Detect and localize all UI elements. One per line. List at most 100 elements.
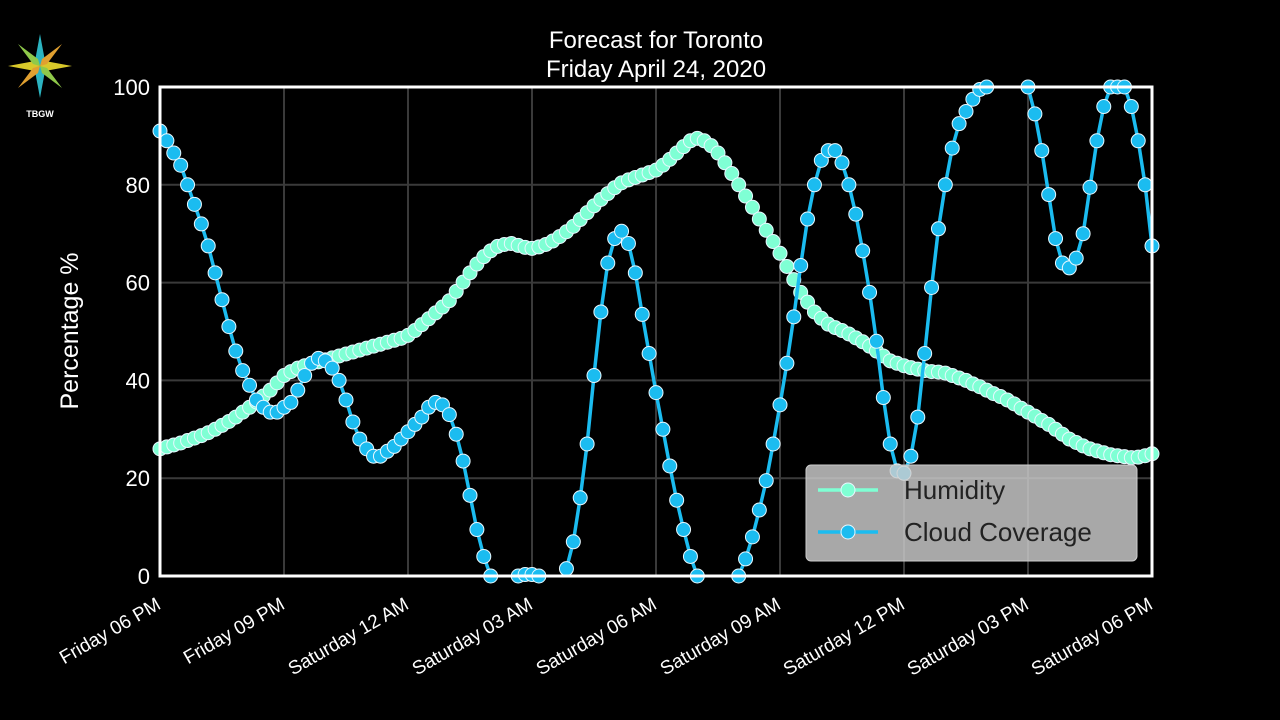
chart-title: Forecast for Toronto: [549, 27, 763, 54]
data-point: [455, 453, 471, 469]
data-point: [765, 234, 781, 250]
data-point: [290, 382, 306, 398]
data-point: [324, 360, 340, 376]
data-point: [1068, 250, 1084, 266]
y-tick-label: 0: [138, 564, 150, 589]
legend-box: [805, 464, 1138, 562]
y-tick-label: 40: [126, 368, 150, 393]
data-point: [441, 407, 457, 423]
data-point: [586, 368, 602, 384]
data-point: [758, 222, 774, 238]
data-point: [806, 177, 822, 193]
data-point: [841, 177, 857, 193]
data-point: [186, 196, 202, 212]
data-point: [772, 397, 788, 413]
data-point: [875, 390, 891, 406]
data-point: [848, 206, 864, 222]
data-point: [173, 157, 189, 173]
data-point: [655, 421, 671, 437]
data-point: [593, 304, 609, 320]
legend: Humidity Cloud Coverage: [805, 464, 1138, 562]
data-point: [662, 458, 678, 474]
legend-marker: [840, 482, 856, 498]
data-point: [937, 177, 953, 193]
data-point: [676, 522, 692, 538]
legend-label: Cloud Coverage: [904, 517, 1092, 547]
data-point: [717, 155, 733, 171]
data-point: [462, 487, 478, 503]
data-point: [180, 177, 196, 193]
data-point: [800, 211, 816, 227]
data-point: [221, 319, 237, 335]
data-point: [793, 257, 809, 273]
data-point: [910, 409, 926, 425]
data-point: [627, 265, 643, 281]
data-point: [1034, 143, 1050, 159]
data-point: [283, 394, 299, 410]
data-point: [744, 199, 760, 215]
data-point: [682, 548, 698, 564]
data-point: [1096, 99, 1112, 115]
data-point: [166, 145, 182, 161]
data-point: [634, 306, 650, 322]
y-tick-label: 100: [113, 75, 150, 100]
data-point: [1089, 133, 1105, 149]
data-point: [779, 258, 795, 274]
data-point: [930, 221, 946, 237]
y-tick-label: 80: [126, 173, 150, 198]
data-point: [1041, 187, 1057, 203]
data-point: [235, 363, 251, 379]
data-point: [193, 216, 209, 232]
data-point: [738, 188, 754, 204]
data-point: [600, 255, 616, 271]
data-point: [331, 372, 347, 388]
data-point: [731, 177, 747, 193]
data-point: [903, 448, 919, 464]
data-point: [779, 355, 795, 371]
data-point: [1082, 179, 1098, 195]
data-point: [469, 522, 485, 538]
y-tick-label: 20: [126, 466, 150, 491]
data-point: [751, 502, 767, 518]
data-point: [579, 436, 595, 452]
data-point: [1130, 133, 1146, 149]
data-point: [917, 346, 933, 362]
data-point: [868, 333, 884, 349]
data-point: [1048, 231, 1064, 247]
legend-marker: [840, 524, 856, 540]
data-point: [855, 243, 871, 259]
data-point: [242, 377, 258, 393]
data-point: [159, 133, 175, 149]
data-point: [641, 346, 657, 362]
y-axis-label: Percentage %: [56, 252, 84, 409]
logo-text: TBGW: [26, 109, 54, 119]
chart-subtitle: Friday April 24, 2020: [546, 56, 766, 83]
data-point: [862, 284, 878, 300]
data-point: [648, 385, 664, 401]
data-point: [744, 529, 760, 545]
data-point: [448, 426, 464, 442]
data-point: [765, 436, 781, 452]
logo-icon: [8, 34, 72, 98]
data-point: [786, 309, 802, 325]
data-point: [214, 292, 230, 308]
data-point: [669, 492, 685, 508]
data-point: [620, 235, 636, 251]
data-point: [1027, 106, 1043, 122]
legend-label: Humidity: [904, 475, 1005, 505]
data-point: [944, 140, 960, 156]
data-point: [827, 143, 843, 159]
data-point: [614, 223, 630, 239]
data-point: [207, 265, 223, 281]
data-point: [1137, 177, 1153, 193]
data-point: [476, 548, 492, 564]
data-point: [724, 166, 740, 182]
plot-border: [158, 85, 1154, 578]
data-point: [558, 561, 574, 577]
data-point: [738, 551, 754, 567]
data-point: [772, 245, 788, 261]
data-point: [1075, 226, 1091, 242]
data-point: [338, 392, 354, 408]
data-point: [834, 155, 850, 171]
